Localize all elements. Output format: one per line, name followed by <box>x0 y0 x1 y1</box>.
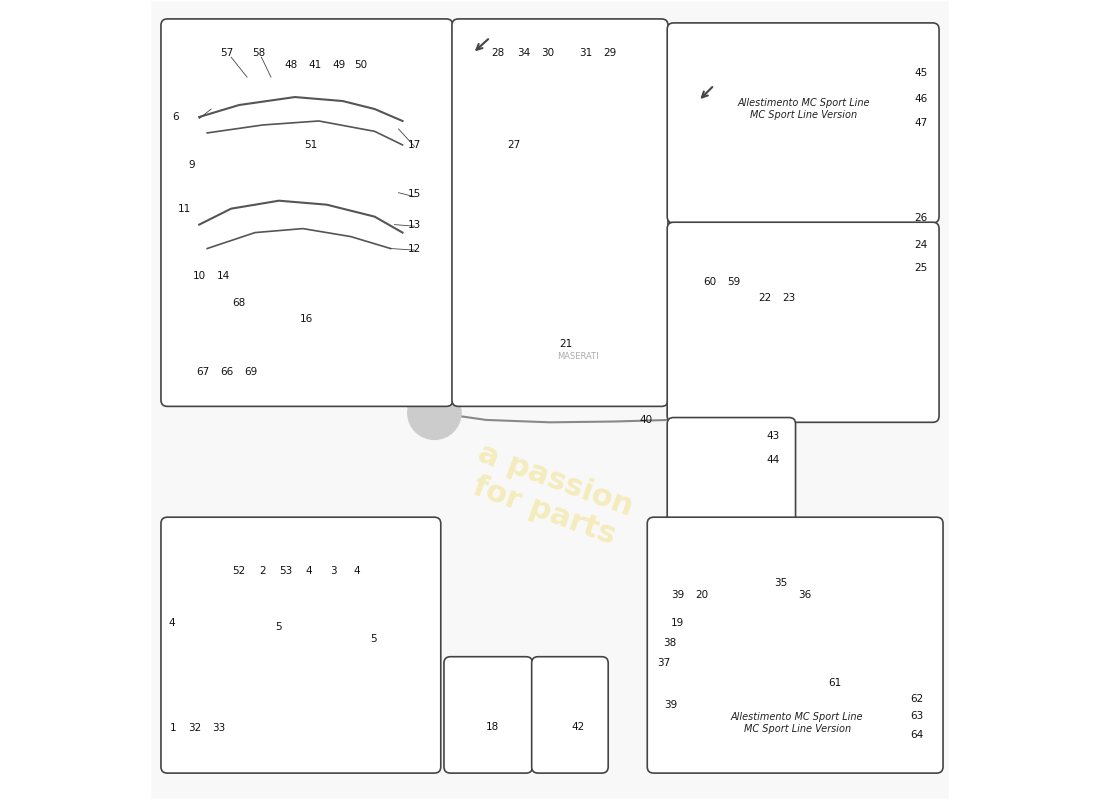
Text: 4: 4 <box>306 566 312 577</box>
Circle shape <box>408 386 461 439</box>
Text: 40: 40 <box>639 415 652 425</box>
Text: 46: 46 <box>914 94 927 104</box>
Text: 34: 34 <box>517 48 530 58</box>
FancyBboxPatch shape <box>668 418 795 526</box>
Text: MASERATI: MASERATI <box>557 352 598 361</box>
Text: 63: 63 <box>910 711 923 722</box>
Text: 3: 3 <box>330 566 337 577</box>
Text: 15: 15 <box>408 190 421 199</box>
FancyBboxPatch shape <box>668 222 939 422</box>
Text: 4: 4 <box>354 566 361 577</box>
Text: 28: 28 <box>492 48 505 58</box>
Text: 16: 16 <box>300 314 313 324</box>
Text: 5: 5 <box>276 622 283 632</box>
Text: 66: 66 <box>220 367 233 377</box>
Text: 12: 12 <box>408 243 421 254</box>
Text: 51: 51 <box>305 140 318 150</box>
Text: 26: 26 <box>914 214 927 223</box>
Text: 61: 61 <box>828 678 842 688</box>
Text: 59: 59 <box>727 277 740 287</box>
Text: 64: 64 <box>910 730 923 740</box>
Text: Allestimento MC Sport Line
MC Sport Line Version: Allestimento MC Sport Line MC Sport Line… <box>730 712 864 734</box>
Text: 9: 9 <box>188 160 195 170</box>
FancyBboxPatch shape <box>161 517 441 773</box>
Text: 53: 53 <box>278 566 292 577</box>
Text: 11: 11 <box>178 204 191 214</box>
Text: 37: 37 <box>658 658 671 668</box>
Text: Allestimento MC Sport Line
MC Sport Line Version: Allestimento MC Sport Line MC Sport Line… <box>737 98 870 120</box>
Text: 32: 32 <box>188 723 202 734</box>
Text: 18: 18 <box>486 722 499 732</box>
Text: a passion
for parts: a passion for parts <box>463 438 637 553</box>
Text: 38: 38 <box>663 638 676 648</box>
FancyBboxPatch shape <box>452 19 668 406</box>
FancyBboxPatch shape <box>161 19 453 406</box>
FancyBboxPatch shape <box>152 2 948 798</box>
Text: 29: 29 <box>603 48 616 58</box>
Text: 42: 42 <box>571 722 584 732</box>
Text: 69: 69 <box>244 367 257 377</box>
Circle shape <box>668 386 719 439</box>
Text: 20: 20 <box>695 590 708 600</box>
Text: 1: 1 <box>169 723 176 734</box>
Text: 48: 48 <box>284 60 297 70</box>
Text: 10: 10 <box>192 271 206 282</box>
Text: 60: 60 <box>703 277 716 287</box>
Text: 27: 27 <box>507 140 520 150</box>
FancyBboxPatch shape <box>444 657 532 773</box>
Text: 62: 62 <box>910 694 923 704</box>
Text: 21: 21 <box>559 339 573 349</box>
Text: 44: 44 <box>767 454 780 465</box>
Text: 50: 50 <box>354 60 366 70</box>
Text: 47: 47 <box>914 118 927 127</box>
Text: 2: 2 <box>260 566 266 577</box>
Text: 67: 67 <box>197 367 210 377</box>
Text: 39: 39 <box>671 590 684 600</box>
Text: 4: 4 <box>168 618 175 628</box>
Text: 45: 45 <box>914 68 927 78</box>
Text: 30: 30 <box>541 48 554 58</box>
Text: 19: 19 <box>671 618 684 628</box>
FancyBboxPatch shape <box>668 23 939 223</box>
Text: 41: 41 <box>308 60 321 70</box>
Text: 14: 14 <box>217 271 230 282</box>
Text: 35: 35 <box>774 578 788 588</box>
Text: 31: 31 <box>580 48 593 58</box>
Text: 68: 68 <box>232 298 245 308</box>
Text: 6: 6 <box>172 112 178 122</box>
FancyBboxPatch shape <box>647 517 943 773</box>
Text: 24: 24 <box>914 239 927 250</box>
Text: 49: 49 <box>332 60 345 70</box>
Text: 57: 57 <box>220 48 233 58</box>
Text: 25: 25 <box>914 263 927 274</box>
Text: 13: 13 <box>408 220 421 230</box>
Text: 36: 36 <box>799 590 812 600</box>
Text: 58: 58 <box>252 48 265 58</box>
Text: 17: 17 <box>408 140 421 150</box>
FancyBboxPatch shape <box>531 657 608 773</box>
Text: 39: 39 <box>664 699 678 710</box>
Text: 5: 5 <box>370 634 376 644</box>
Text: 52: 52 <box>232 566 245 577</box>
Text: 22: 22 <box>759 293 772 303</box>
Text: 43: 43 <box>767 431 780 441</box>
Text: 23: 23 <box>782 293 795 303</box>
Text: 33: 33 <box>212 723 226 734</box>
